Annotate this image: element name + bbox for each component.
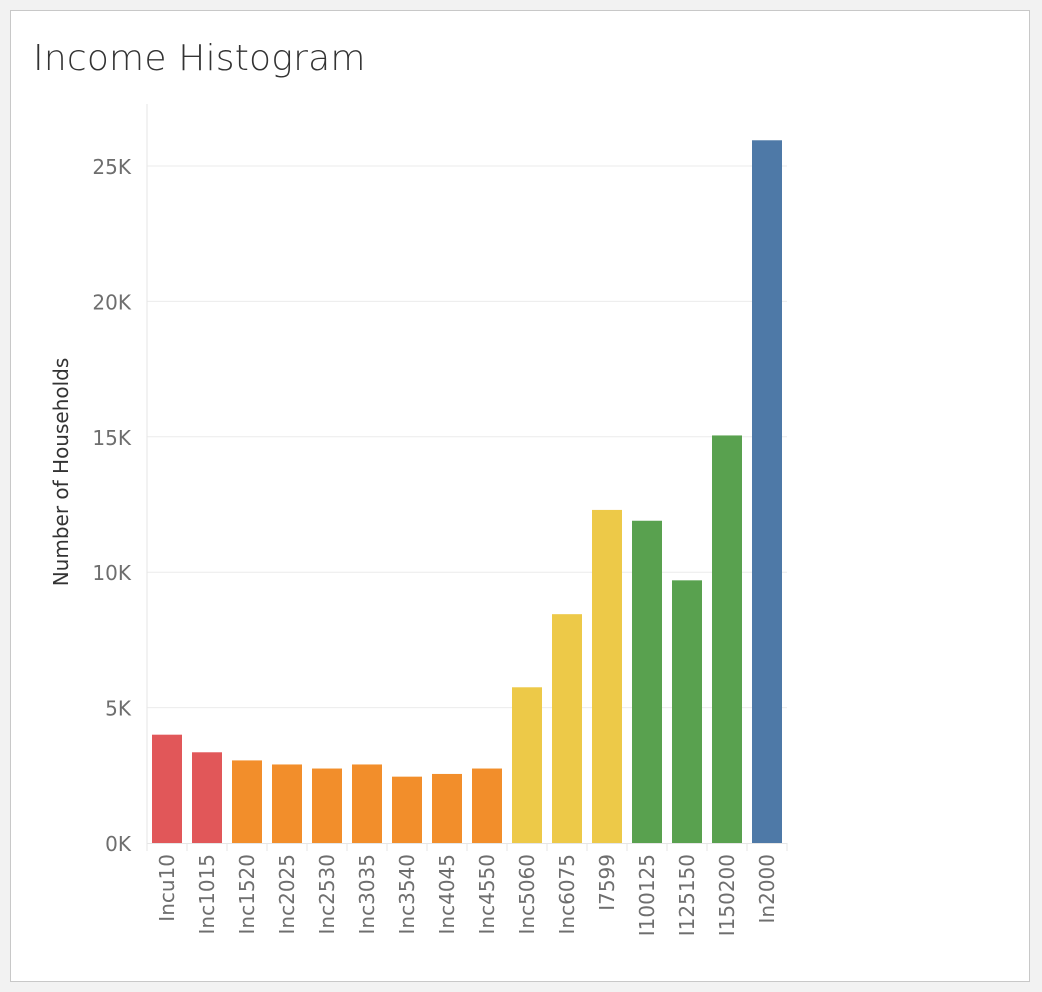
axes [146,104,788,851]
bar-inc2530 [312,768,342,843]
x-tick-label: Incu10 [155,854,179,922]
bar-inc4550 [472,768,502,843]
axis-labels: 0K 5K 10K 15K 20K 25K Number of Households Incu… [49,155,779,936]
bar-i125150 [672,580,702,843]
gridlines [147,165,787,709]
bar-inc1015 [192,752,222,843]
y-tick-label: 25K [92,155,131,179]
x-tick-label: I125150 [675,854,699,936]
chart-title: Income Histogram [33,38,366,79]
x-tick-label: In2000 [755,854,779,923]
bar-incu10 [152,734,182,843]
bar-inc3035 [352,764,382,843]
x-tick-label: Inc2025 [275,854,299,934]
y-tick-label: 10K [92,561,131,585]
bar-i7599 [592,509,622,843]
y-tick-label: 15K [92,426,131,450]
bar-inc1520 [232,760,262,843]
x-tick-label: I150200 [715,854,739,936]
x-tick-label: I100125 [635,854,659,936]
x-tick-label: I7599 [595,854,619,911]
bar-inc2025 [272,764,302,843]
bar-in2000 [752,140,782,844]
bar-i100125 [632,520,662,843]
bar-inc3540 [392,776,422,843]
x-tick-label: Inc1015 [195,854,219,934]
bar-inc6075 [552,614,582,843]
y-tick-label: 0K [105,832,132,856]
y-tick-label: 5K [105,697,132,721]
bar-inc4045 [432,773,462,843]
x-tick-label: Inc4045 [435,854,459,934]
y-axis-title: Number of Households [49,358,73,587]
x-tick-label: Inc5060 [515,854,539,934]
x-tick-label: Inc4550 [475,854,499,934]
y-tick-label: 20K [92,290,131,314]
x-tick-label: Inc3035 [355,854,379,934]
x-tick-label: Inc2530 [315,854,339,934]
x-tick-label: Inc6075 [555,854,579,934]
bar-inc5060 [512,687,542,843]
bar-i150200 [712,435,742,843]
x-tick-label: Inc3540 [395,854,419,934]
bars [152,140,782,844]
x-tick-label: Inc1520 [235,854,259,934]
